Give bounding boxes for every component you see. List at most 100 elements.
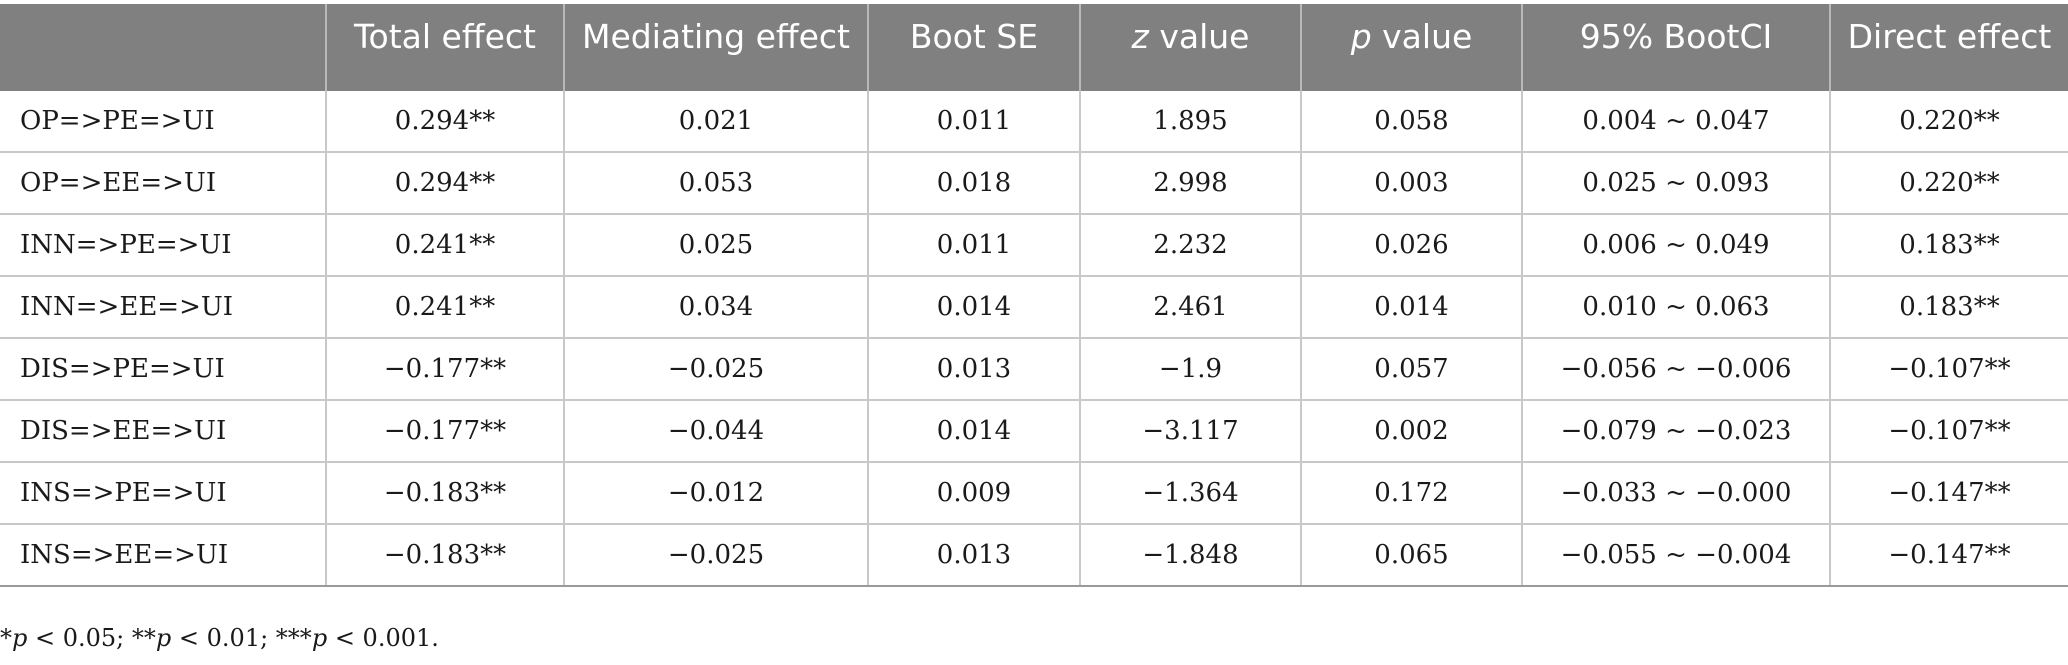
z-value-cell: 2.232 (1080, 214, 1302, 277)
bootci-cell: 0.004 ~ 0.047 (1522, 91, 1831, 153)
table-header-row: Total effect Mediating effect Boot SE z val… (0, 4, 2068, 91)
boot-se-cell: 0.013 (868, 338, 1081, 401)
mediating-effect-cell: 0.025 (564, 214, 869, 277)
z-value-cell: −1.9 (1080, 338, 1302, 401)
path-cell: INS=>EE=>UI (0, 524, 327, 587)
footnote-p-symbol: p (12, 624, 28, 652)
mediating-effect-cell: −0.044 (564, 400, 869, 463)
header-label: 95% BootCI (1579, 17, 1773, 56)
p-value-cell: 0.057 (1301, 338, 1523, 401)
direct-effect-cell: −0.147** (1830, 462, 2068, 525)
header-label-italic: z (1131, 17, 1149, 56)
table-row: OP=>PE=>UI 0.294** 0.021 0.011 1.895 0.058 0.0… (0, 91, 2068, 153)
header-mediating-effect: Mediating effect (564, 4, 869, 91)
header-total-effect: Total effect (326, 4, 565, 91)
bootci-cell: −0.055 ~ −0.004 (1522, 524, 1831, 587)
boot-se-cell: 0.014 (868, 400, 1081, 463)
direct-effect-cell: 0.183** (1830, 276, 2068, 339)
p-value-cell: 0.002 (1301, 400, 1523, 463)
total-effect-cell: −0.183** (326, 524, 565, 587)
header-p-value: p value (1301, 4, 1523, 91)
footnote-p-symbol: p (155, 624, 172, 652)
z-value-cell: −1.848 (1080, 524, 1302, 587)
table-body: OP=>PE=>UI 0.294** 0.021 0.011 1.895 0.058 0.0… (0, 91, 2068, 587)
table-row: INN=>EE=>UI 0.241** 0.034 0.014 2.461 0.014 0.… (0, 276, 2068, 339)
bootci-cell: 0.025 ~ 0.093 (1522, 152, 1831, 215)
table-row: OP=>EE=>UI 0.294** 0.053 0.018 2.998 0.003 0.0… (0, 152, 2068, 215)
footnote-text: < 0.01; *** (171, 624, 312, 652)
bootci-cell: 0.006 ~ 0.049 (1522, 214, 1831, 277)
p-value-cell: 0.172 (1301, 462, 1523, 525)
header-direct-effect: Direct effect (1830, 4, 2068, 91)
p-value-cell: 0.065 (1301, 524, 1523, 587)
header-label: Boot SE (909, 17, 1039, 56)
path-cell: INS=>PE=>UI (0, 462, 327, 525)
path-cell: DIS=>EE=>UI (0, 400, 327, 463)
header-label: Mediating effect (582, 17, 850, 56)
total-effect-cell: 0.294** (326, 91, 565, 153)
p-value-cell: 0.003 (1301, 152, 1523, 215)
mediating-effect-cell: 0.034 (564, 276, 869, 339)
bootci-cell: −0.033 ~ −0.000 (1522, 462, 1831, 525)
footnote-text: < 0.001. (327, 624, 439, 652)
p-value-cell: 0.026 (1301, 214, 1523, 277)
boot-se-cell: 0.011 (868, 214, 1081, 277)
table-row: INS=>EE=>UI −0.183** −0.025 0.013 −1.848 0.06… (0, 524, 2068, 587)
total-effect-cell: 0.241** (326, 276, 565, 339)
footnote-p-symbol: p (311, 624, 328, 652)
bootci-cell: −0.056 ~ −0.006 (1522, 338, 1831, 401)
boot-se-cell: 0.013 (868, 524, 1081, 587)
path-cell: INN=>EE=>UI (0, 276, 327, 339)
path-cell: OP=>EE=>UI (0, 152, 327, 215)
total-effect-cell: 0.294** (326, 152, 565, 215)
boot-se-cell: 0.009 (868, 462, 1081, 525)
boot-se-cell: 0.011 (868, 91, 1081, 153)
total-effect-cell: 0.241** (326, 214, 565, 277)
p-value-cell: 0.058 (1301, 91, 1523, 153)
total-effect-cell: −0.177** (326, 400, 565, 463)
z-value-cell: −1.364 (1080, 462, 1302, 525)
footnote-text: * (0, 624, 12, 652)
total-effect-cell: −0.177** (326, 338, 565, 401)
direct-effect-cell: 0.220** (1830, 91, 2068, 153)
mediating-effect-cell: −0.025 (564, 338, 869, 401)
boot-se-cell: 0.014 (868, 276, 1081, 339)
significance-footnote: *p < 0.05; **p < 0.01; ***p < 0.001. (0, 624, 439, 652)
direct-effect-cell: −0.147** (1830, 524, 2068, 587)
footnote-text: < 0.05; ** (27, 624, 156, 652)
header-label: Direct effect (1847, 17, 2052, 56)
table-row: INN=>PE=>UI 0.241** 0.025 0.011 2.232 0.026 0.… (0, 214, 2068, 277)
header-label: Total effect (354, 17, 536, 56)
z-value-cell: 2.998 (1080, 152, 1302, 215)
direct-effect-cell: 0.220** (1830, 152, 2068, 215)
header-label-italic: p (1350, 17, 1372, 56)
direct-effect-cell: −0.107** (1830, 338, 2068, 401)
z-value-cell: 2.461 (1080, 276, 1302, 339)
header-path (0, 4, 327, 91)
table-row: INS=>PE=>UI −0.183** −0.012 0.009 −1.364 0.17… (0, 462, 2068, 525)
total-effect-cell: −0.183** (326, 462, 565, 525)
mediation-table-container: Total effect Mediating effect Boot SE z val… (0, 4, 2068, 587)
mediating-effect-cell: 0.053 (564, 152, 869, 215)
mediating-effect-cell: −0.025 (564, 524, 869, 587)
table-row: DIS=>EE=>UI −0.177** −0.044 0.014 −3.117 0.00… (0, 400, 2068, 463)
bootci-cell: 0.010 ~ 0.063 (1522, 276, 1831, 339)
header-label-rest: value (1371, 17, 1473, 56)
header-z-value: z value (1080, 4, 1302, 91)
header-bootci: 95% BootCI (1522, 4, 1831, 91)
table-row: DIS=>PE=>UI −0.177** −0.025 0.013 −1.9 0.057−… (0, 338, 2068, 401)
boot-se-cell: 0.018 (868, 152, 1081, 215)
bootci-cell: −0.079 ~ −0.023 (1522, 400, 1831, 463)
direct-effect-cell: 0.183** (1830, 214, 2068, 277)
path-cell: DIS=>PE=>UI (0, 338, 327, 401)
direct-effect-cell: −0.107** (1830, 400, 2068, 463)
header-label-rest: value (1148, 17, 1250, 56)
mediation-effect-table: Total effect Mediating effect Boot SE z val… (0, 4, 2068, 587)
path-cell: INN=>PE=>UI (0, 214, 327, 277)
header-boot-se: Boot SE (868, 4, 1081, 91)
mediating-effect-cell: 0.021 (564, 91, 869, 153)
p-value-cell: 0.014 (1301, 276, 1523, 339)
z-value-cell: 1.895 (1080, 91, 1302, 153)
z-value-cell: −3.117 (1080, 400, 1302, 463)
path-cell: OP=>PE=>UI (0, 91, 327, 153)
